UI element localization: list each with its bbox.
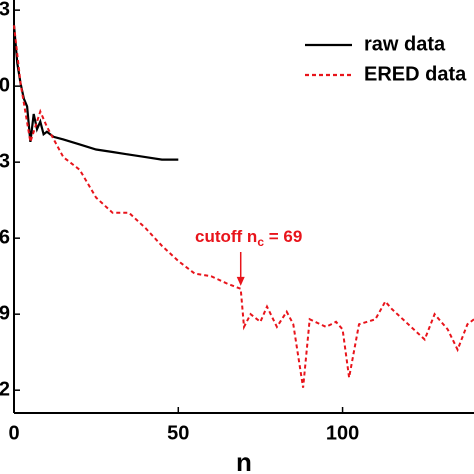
x-tick-label: 0: [8, 422, 19, 444]
annotation-subscript: c: [257, 235, 264, 249]
y-tick-label: 6: [0, 226, 10, 248]
x-tick-label: 50: [167, 422, 189, 444]
series-line: [13, 25, 474, 388]
x-axis-label: n: [236, 447, 252, 474]
y-tick-label: 0: [0, 74, 10, 96]
x-tick-label: 100: [326, 422, 359, 444]
annotation-arrowhead: [236, 276, 245, 286]
y-tick-label: 3: [0, 0, 10, 20]
annotation-suffix: = 69: [264, 227, 302, 246]
legend-label: ERED data: [364, 63, 467, 85]
legend-label: raw data: [364, 33, 446, 55]
y-tick-label: 2: [0, 378, 10, 400]
y-tick-label: 9: [0, 302, 10, 324]
series-line: [12, 25, 179, 161]
y-tick-label: 3: [0, 150, 10, 172]
annotation-text: cutoff n: [195, 227, 257, 246]
annotation: cutoff nc = 69: [195, 227, 302, 249]
